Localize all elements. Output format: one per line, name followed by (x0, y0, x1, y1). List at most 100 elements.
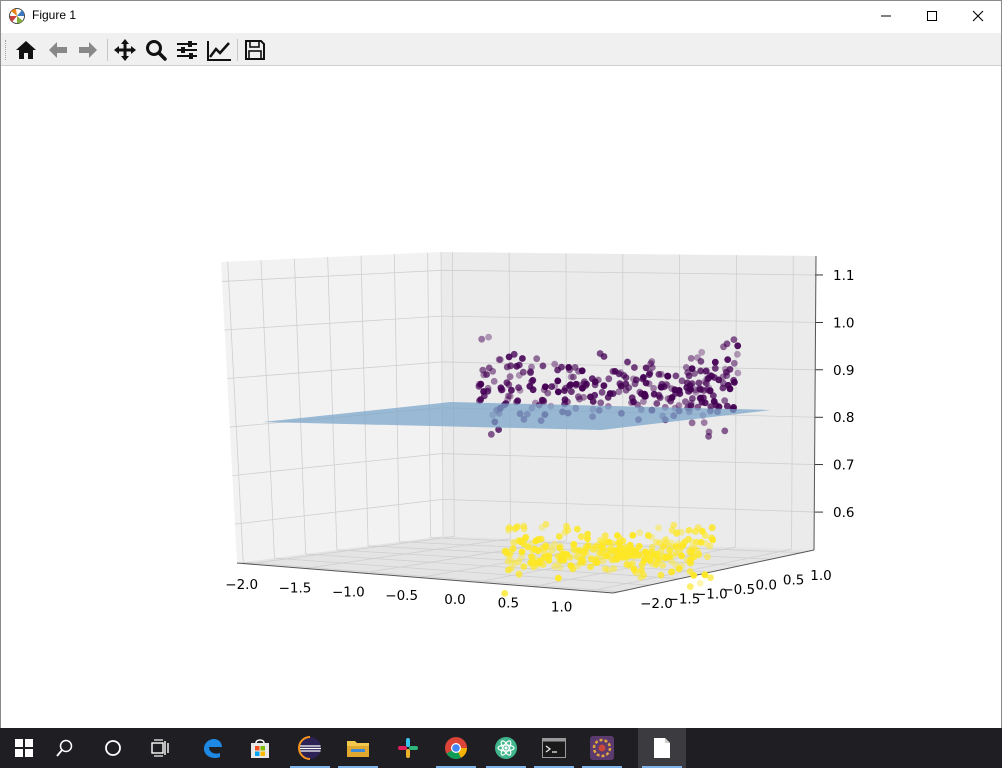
configure-subplots-button[interactable] (174, 37, 200, 63)
scatter-point (687, 402, 695, 409)
z-tick-label: 0.6 (833, 505, 854, 521)
scatter-point (625, 384, 633, 391)
scatter-point (668, 568, 676, 576)
scatter-point (572, 380, 580, 388)
scatter-point (706, 542, 714, 550)
store-button[interactable] (236, 728, 284, 768)
scatter-point (688, 365, 696, 372)
scatter-point (666, 547, 674, 554)
x-tick-label: −1.5 (279, 581, 312, 597)
terminal-button[interactable] (530, 728, 578, 768)
scatter-point (609, 539, 616, 547)
cortana-button[interactable] (89, 728, 137, 768)
save-button[interactable] (242, 37, 268, 63)
scatter-point (692, 538, 700, 546)
taskbar (0, 728, 1002, 768)
scatter-point (655, 371, 663, 378)
eclipse-button[interactable] (286, 728, 334, 768)
document-button[interactable] (638, 728, 686, 768)
scatter-point (520, 563, 528, 570)
scatter-point (504, 558, 512, 565)
scatter-point (711, 358, 719, 366)
maximize-button[interactable] (909, 1, 955, 31)
scatter-point (568, 388, 575, 395)
scatter-point (726, 385, 734, 393)
scatter-point (642, 392, 650, 400)
scatter-point (645, 371, 653, 378)
edge-button[interactable] (188, 728, 236, 768)
atom-button[interactable] (482, 728, 530, 768)
chrome-button[interactable] (432, 728, 480, 768)
scatter-point (596, 549, 604, 556)
slack-button[interactable] (384, 728, 432, 768)
start-button[interactable] (0, 728, 48, 768)
task-view-button[interactable] (137, 728, 185, 768)
scatter-point (663, 381, 671, 389)
scatter-point (581, 378, 588, 385)
grid-line-y-wall (227, 261, 244, 563)
home-button[interactable] (13, 37, 39, 63)
app-icon (590, 736, 614, 760)
scatter-point (697, 538, 705, 546)
scatter-point (527, 559, 534, 567)
scatter-point (688, 419, 696, 427)
scatter-point (592, 558, 600, 566)
z-tick-label: 1.1 (833, 268, 854, 284)
scatter-point (689, 395, 696, 402)
scatter-point (529, 376, 537, 384)
scatter-point (682, 398, 689, 406)
scatter-point (517, 537, 525, 545)
figure-canvas[interactable]: −2.0 −1.5 −1.0 −0.5 0.0 0.5 1.0 −2.0 −1.5 −1.0 −0.… (1, 66, 1001, 729)
scatter-point (645, 380, 653, 388)
scatter-point (697, 367, 704, 375)
title-bar[interactable]: Figure 1 (1, 1, 1001, 31)
scatter-point (556, 542, 564, 550)
scatter-point (648, 358, 656, 365)
y-axis-line (612, 549, 815, 594)
home-icon (16, 41, 36, 59)
scatter-point (575, 393, 582, 401)
search-button[interactable] (41, 728, 89, 768)
scatter-point (478, 335, 486, 343)
scatter-point (694, 547, 701, 554)
scatter-point (554, 377, 562, 385)
file-explorer-button[interactable] (334, 728, 382, 768)
scatter-point (592, 543, 600, 550)
scatter-point (631, 380, 639, 388)
edit-axis-button[interactable] (206, 37, 232, 63)
grid-line-y (336, 549, 711, 573)
scatter-point (730, 359, 738, 367)
scatter-point (519, 368, 527, 376)
scatter-point (599, 557, 607, 565)
scatter-point (487, 430, 495, 438)
scatter-point (574, 547, 581, 555)
minimize-button[interactable] (863, 1, 909, 31)
scatter-point (659, 561, 667, 569)
save-icon (245, 40, 265, 60)
matlab-app-button[interactable] (578, 728, 626, 768)
scatter-point (620, 372, 628, 379)
scatter-point (638, 561, 646, 569)
x-tick-label: −2.0 (225, 577, 258, 593)
scatter-point (475, 380, 483, 388)
scatter-point (698, 398, 706, 406)
scatter-3d-plot[interactable]: −2.0 −1.5 −1.0 −0.5 0.0 0.5 1.0 −2.0−1.5−1.0−0.… (1, 66, 1001, 729)
zoom-button[interactable] (143, 37, 169, 63)
scatter-point (632, 569, 640, 576)
forward-button[interactable] (75, 37, 101, 63)
scatter-point (701, 571, 709, 579)
pan-button[interactable] (112, 37, 138, 63)
scatter-point (565, 364, 573, 371)
scatter-point (570, 373, 577, 381)
back-button[interactable] (45, 37, 71, 63)
scatter-point (647, 360, 655, 367)
y-tick-label: −1.5 (668, 591, 701, 607)
scatter-point (561, 528, 569, 536)
scatter-point (695, 551, 702, 559)
scatter-point (724, 356, 732, 363)
scatter-point (688, 380, 696, 387)
scatter-point (721, 397, 729, 404)
scatter-point (678, 562, 685, 570)
close-button[interactable] (955, 1, 1001, 31)
close-icon (972, 10, 984, 22)
